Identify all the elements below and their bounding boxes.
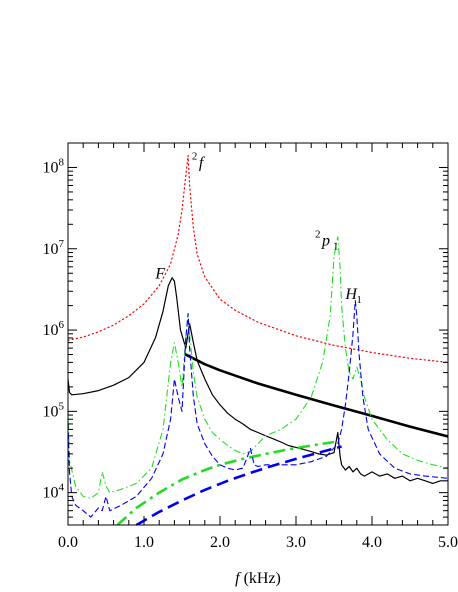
data-series [68,155,448,525]
y-tick-label: 108 [43,156,65,176]
series-line-4 [68,236,448,499]
x-axis-title-unit: (kHz) [240,570,281,587]
x-tick-label: 0.0 [58,534,78,551]
series-line-5 [116,440,335,525]
svg-text:2: 2 [192,150,198,162]
axes [67,142,449,526]
svg-text:f: f [199,154,206,171]
series-line-3 [183,352,448,438]
x-tick-label: 2.0 [210,534,230,551]
x-tick-label: 4.0 [362,534,382,551]
peak-label: F [154,266,165,283]
svg-text:H: H [344,286,358,303]
svg-text:2: 2 [315,228,321,240]
x-axis-title-variable: f [235,570,242,587]
x-tick-label: 1.0 [134,534,154,551]
y-tick-labels: 104 105 106 107 108 [43,156,65,501]
svg-text:1: 1 [333,240,339,252]
y-tick-label: 106 [43,319,65,339]
series-line-6 [68,300,448,518]
x-tick-labels: 0.0 1.0 2.0 3.0 4.0 5.0 [58,534,458,551]
svg-text:F: F [154,266,165,283]
x-axis-title: f (kHz) [235,570,281,587]
series-line-1 [68,155,448,363]
series-line-7 [135,445,342,525]
x-tick-label: 3.0 [286,534,306,551]
y-tick-label: 107 [43,238,65,258]
y-tick-label: 105 [43,400,65,420]
annotations: 2 f2 p 1FH 1 [154,150,362,306]
svg-text:p: p [321,232,330,249]
svg-text:1: 1 [356,294,362,306]
x-tick-label: 5.0 [438,534,458,551]
y-tick-label: 104 [43,482,65,502]
series-line-2 [68,277,448,484]
